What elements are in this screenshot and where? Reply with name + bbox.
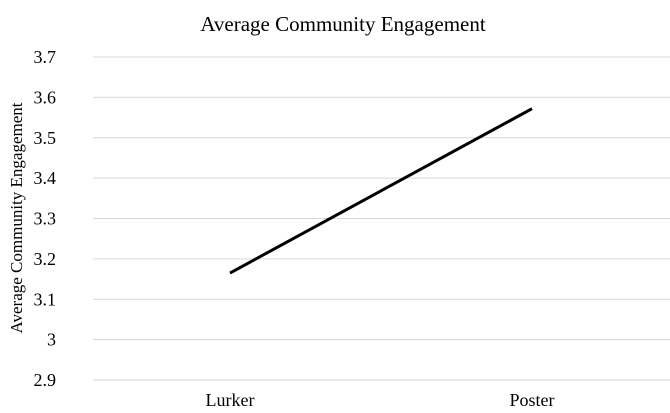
x-tick-label: Poster [510, 390, 555, 410]
y-tick-label: 3.7 [34, 47, 57, 67]
y-tick-label: 3.6 [34, 87, 57, 107]
y-axis-label: Average Community Engagement [7, 102, 26, 333]
y-tick-label: 3.4 [34, 168, 57, 188]
chart-title: Average Community Engagement [200, 12, 486, 36]
x-tick-labels: Lurker Poster [206, 390, 555, 410]
gridlines [93, 56, 670, 381]
series-line [229, 107, 533, 275]
series-group [229, 107, 533, 275]
y-tick-label: 2.9 [34, 370, 57, 390]
y-tick-label: 3.2 [34, 249, 57, 269]
y-tick-label: 3.1 [34, 289, 57, 309]
y-tick-labels: 3.7 3.6 3.5 3.4 3.3 3.2 3.1 3 2.9 [34, 47, 57, 390]
x-tick-label: Lurker [206, 390, 255, 410]
y-tick-label: 3.5 [34, 128, 57, 148]
y-tick-label: 3.3 [34, 209, 57, 229]
y-tick-label: 3 [47, 330, 56, 350]
